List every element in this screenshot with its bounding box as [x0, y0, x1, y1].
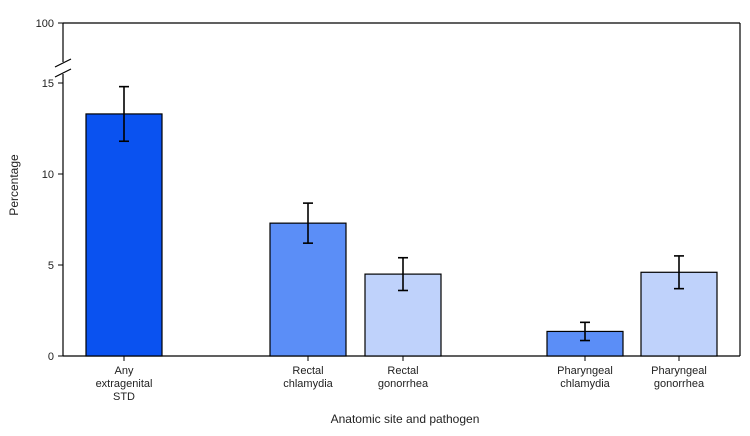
y-axis: 0 5 10 15 100 — [36, 18, 63, 363]
x-axis: Any extragenital STD Rectal chlamydia Rectal g… — [96, 356, 707, 403]
bar — [85, 113, 163, 357]
x-tick-label: Rectal chlamydia — [283, 365, 333, 390]
axis-break-mark — [54, 68, 72, 78]
y-tick-label: 15 — [42, 78, 54, 90]
y-axis-title: Percentage — [7, 154, 21, 216]
y-tick-label: 0 — [48, 351, 54, 363]
x-tick-label: Pharyngeal chlamydia — [557, 365, 613, 390]
y-tick-label: 5 — [48, 260, 54, 272]
x-tick-label: Any extragenital STD — [96, 365, 153, 403]
x-tick-label: Rectal gonorrhea — [378, 365, 429, 390]
x-tick-label: Pharyngeal gonorrhea — [651, 365, 707, 390]
x-axis-title: Anatomic site and pathogen — [331, 412, 480, 426]
axis-break-mark — [54, 58, 72, 68]
bars — [85, 113, 718, 357]
y-tick-label: 10 — [42, 169, 54, 181]
y-tick-label: 100 — [36, 18, 54, 30]
error-bars — [119, 85, 684, 342]
